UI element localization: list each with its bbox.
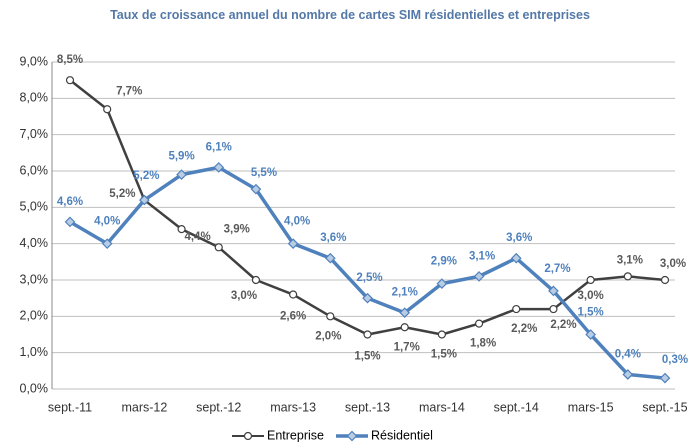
x-tick-label: sept.-11 [48, 400, 92, 414]
data-label: 1,5% [578, 307, 604, 319]
data-label: 2,2% [550, 319, 576, 331]
data-label: 8,5% [57, 54, 83, 66]
legend-label: Résidentiel [371, 428, 433, 442]
data-point [251, 275, 261, 285]
legend-marker [346, 430, 358, 442]
data-label: 1,5% [354, 351, 380, 363]
data-point [324, 252, 336, 264]
data-label: 1,5% [431, 349, 457, 361]
data-point [437, 330, 446, 339]
data-point [512, 304, 521, 314]
legend-marker [243, 431, 253, 441]
data-label: 3,6% [320, 232, 346, 244]
data-point [586, 275, 595, 285]
data-point [64, 216, 76, 228]
x-tick-label: sept.-12 [196, 400, 241, 414]
data-label: 3,0% [231, 290, 257, 302]
x-tick-label: mars-13 [270, 400, 316, 414]
y-tick-label: 8,0% [20, 91, 49, 105]
data-label: 4,6% [57, 196, 83, 208]
data-point [287, 238, 299, 250]
data-point [362, 292, 373, 304]
y-tick-label: 4,0% [20, 236, 49, 250]
data-label: 2,9% [431, 256, 457, 268]
data-label: 2,5% [356, 272, 382, 284]
x-tick-label: mars-15 [568, 400, 614, 414]
data-point [585, 329, 596, 340]
data-label: 3,0% [578, 290, 604, 302]
data-label: 1,7% [394, 341, 420, 353]
data-label: 4,0% [284, 216, 310, 228]
data-label: 3,6% [506, 232, 532, 244]
data-label: 5,9% [168, 151, 194, 163]
x-tick-label: sept.-13 [345, 400, 390, 414]
data-point [474, 319, 484, 328]
data-point [622, 369, 634, 380]
y-tick-label: 6,0% [20, 163, 49, 177]
data-point [400, 323, 409, 332]
data-point [363, 330, 372, 339]
x-tick-label: mars-12 [121, 400, 167, 414]
data-point [176, 169, 187, 180]
data-point [399, 307, 411, 319]
data-point [177, 225, 186, 234]
data-point [65, 76, 75, 85]
data-point [436, 278, 448, 289]
y-tick-label: 0,0% [20, 381, 49, 395]
x-tick-label: sept.-15 [642, 400, 687, 414]
data-point [289, 290, 298, 299]
data-label: 3,1% [617, 254, 643, 266]
legend-label: Entreprise [267, 428, 324, 442]
data-label: 2,7% [544, 263, 570, 275]
y-tick-label: 7,0% [20, 127, 49, 141]
data-label: 0,4% [615, 348, 641, 360]
data-point [214, 243, 223, 252]
x-tick-label: mars-14 [419, 400, 465, 414]
data-point [213, 162, 225, 173]
data-label: 5,5% [251, 167, 277, 179]
data-label: 0,3% [662, 354, 688, 366]
data-label: 5,2% [133, 170, 159, 182]
data-label: 3,9% [224, 223, 250, 235]
data-point [101, 238, 113, 250]
data-label: 2,0% [315, 330, 341, 342]
data-point [103, 105, 112, 114]
y-tick-label: 2,0% [20, 309, 49, 323]
data-label: 2,1% [392, 287, 418, 299]
data-label: 3,1% [469, 250, 495, 262]
data-label: 2,2% [511, 323, 537, 335]
data-point [326, 312, 335, 321]
y-tick-label: 5,0% [20, 200, 49, 214]
data-point [139, 194, 150, 206]
data-label: 1,8% [470, 338, 496, 350]
y-tick-label: 9,0% [20, 54, 49, 68]
data-label: 5,2% [109, 188, 135, 200]
data-point [623, 272, 632, 281]
data-label: 2,6% [280, 311, 306, 323]
data-point [250, 183, 262, 195]
data-label: 6,1% [206, 141, 232, 153]
data-label: 3,0% [660, 258, 686, 270]
data-point [549, 304, 558, 314]
data-point [473, 271, 485, 282]
data-label: 7,7% [116, 85, 142, 97]
chart-title: Taux de croissance annuel du nombre de c… [110, 8, 590, 22]
y-tick-label: 3,0% [20, 272, 49, 286]
data-point [510, 252, 522, 264]
data-point [659, 372, 671, 384]
data-point [660, 275, 670, 285]
data-label: 4,0% [94, 216, 120, 228]
x-tick-label: sept.-14 [494, 400, 539, 414]
y-tick-label: 1,0% [20, 345, 49, 359]
data-label: 4,4% [184, 231, 210, 243]
data-point [548, 285, 559, 297]
